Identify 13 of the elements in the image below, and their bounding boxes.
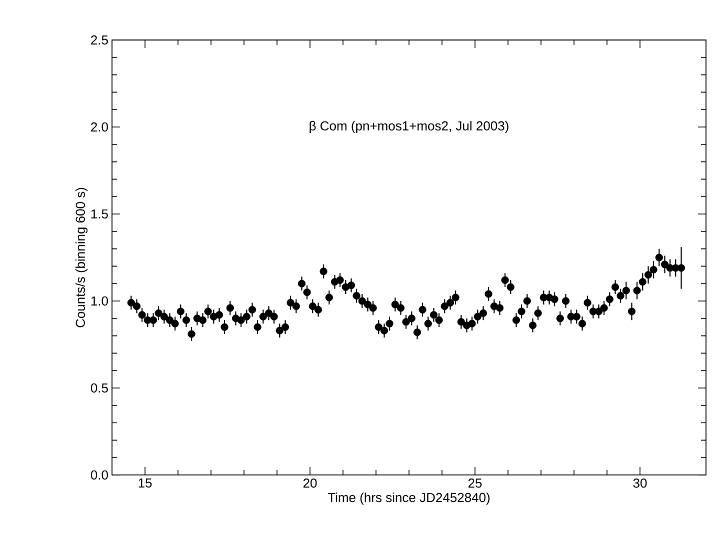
x-tick-label: 25: [468, 478, 482, 488]
x-tick-label: 20: [303, 478, 317, 488]
x-tick-label: 30: [633, 478, 647, 488]
y-tick-label: 2.0: [91, 122, 108, 132]
x-axis-title: Time (hrs since JD2452840): [328, 492, 490, 505]
y-axis-title: Counts/s (binning 600 s): [75, 188, 88, 328]
y-tick-label: 1.5: [91, 209, 108, 219]
y-tick-label: 2.5: [91, 35, 108, 45]
y-tick-label: 0.0: [90, 470, 108, 480]
y-tick-label: 1.0: [91, 296, 108, 306]
y-tick-label: 0.5: [90, 383, 108, 393]
annotation: β Com (pn+mos1+mos2, Jul 2003): [310, 120, 508, 134]
x-tick-label: 15: [138, 478, 152, 488]
